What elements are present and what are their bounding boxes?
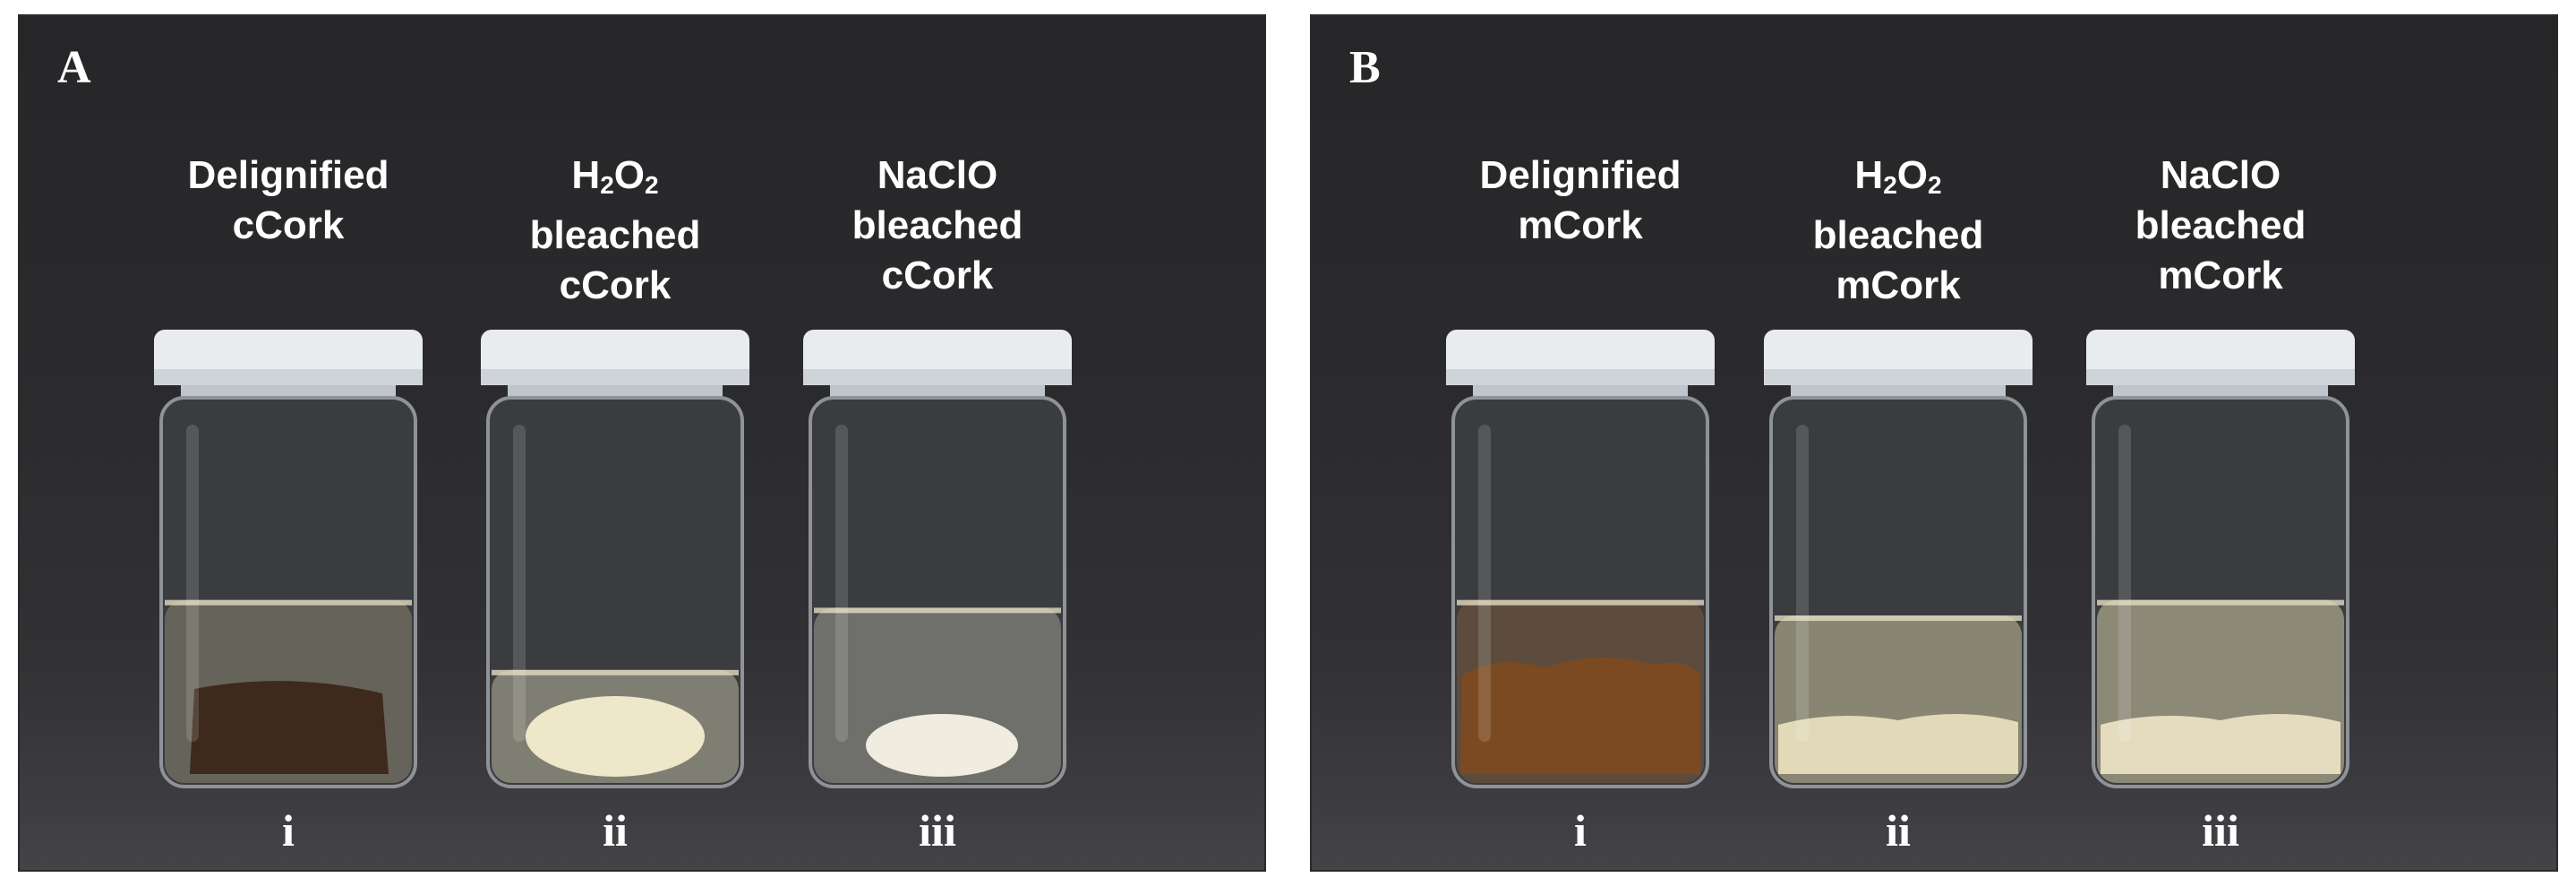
vial-label: Delignified mCork — [1410, 151, 1750, 251]
vial-label-line: H2O2 — [1854, 153, 1942, 199]
vial-numeral: iii — [919, 805, 956, 856]
vial-neck — [830, 385, 1045, 398]
vial-neck — [508, 385, 723, 398]
vial: Delignified mCork i — [1446, 151, 1715, 856]
vial-label-line: mCork — [1836, 263, 1961, 307]
vial: NaClO bleached mCork iii — [2086, 151, 2355, 856]
vial-cap-rim — [481, 369, 749, 385]
cork-sample — [1778, 713, 2018, 774]
vial-cap-rim — [154, 369, 423, 385]
vial-label-line: bleached — [529, 213, 701, 257]
vial-label: H2O2 bleached cCork — [445, 151, 785, 311]
vial-label-line: cCork — [559, 263, 672, 307]
vial: NaClO bleached cCork iii — [803, 151, 1072, 856]
cork-sample — [526, 696, 705, 777]
vial-neck — [181, 385, 396, 398]
vial-cap-rim — [1764, 369, 2033, 385]
vial-label-line: mCork — [1518, 203, 1643, 247]
vial-label: NaClO bleached mCork — [2050, 151, 2391, 301]
vial-illustration — [803, 330, 1072, 788]
panel-letter: A — [57, 42, 91, 93]
vial-label-line: H2O2 — [571, 153, 659, 199]
vial-label: Delignified cCork — [118, 151, 458, 251]
glass-highlight — [2118, 425, 2131, 742]
glass-highlight — [1478, 425, 1491, 742]
vial-cap-rim — [2086, 369, 2355, 385]
vial-illustration — [2086, 330, 2355, 788]
vial-label-line: bleached — [852, 203, 1023, 247]
liquid-meniscus — [165, 599, 412, 606]
panel-a: A Delignified cCork i H2O2 bleached cCork ii Na… — [18, 14, 1266, 872]
cork-sample — [2101, 713, 2341, 774]
vial-label-line: NaClO — [2160, 153, 2281, 197]
vial-label: H2O2 bleached mCork — [1728, 151, 2068, 311]
vial-label-line: bleached — [1812, 213, 1984, 257]
panel-letter: B — [1349, 42, 1381, 93]
vial-illustration — [1446, 330, 1715, 788]
vial: Delignified cCork i — [154, 151, 423, 856]
vial-label-line: NaClO — [877, 153, 998, 197]
vial-label: NaClO bleached cCork — [767, 151, 1108, 301]
liquid-meniscus — [1457, 599, 1704, 606]
liquid-meniscus — [2097, 599, 2344, 606]
glass-highlight — [513, 425, 526, 742]
vial-numeral: ii — [603, 805, 628, 856]
vial-illustration — [154, 330, 423, 788]
vial-neck — [1791, 385, 2006, 398]
vial-numeral: ii — [1886, 805, 1911, 856]
vial: H2O2 bleached cCork ii — [481, 151, 749, 856]
vial-cap-rim — [803, 369, 1072, 385]
vial-numeral: iii — [2202, 805, 2239, 856]
vial-neck — [2113, 385, 2328, 398]
panel-b: B Delignified mCork i H2O2 bleached mCork ii Na… — [1310, 14, 2558, 872]
vial-label-line: cCork — [881, 254, 994, 297]
vial-cap-rim — [1446, 369, 1715, 385]
vial-illustration — [481, 330, 749, 788]
cork-sample — [190, 681, 389, 774]
liquid-meniscus — [492, 669, 739, 675]
glass-highlight — [1796, 425, 1809, 742]
vial: H2O2 bleached mCork ii — [1764, 151, 2033, 856]
vial-label-line: Delignified — [1479, 153, 1682, 197]
liquid-meniscus — [814, 607, 1061, 614]
glass-highlight — [186, 425, 199, 742]
glass-highlight — [835, 425, 848, 742]
vial-label-line: mCork — [2158, 254, 2283, 297]
vial-neck — [1473, 385, 1688, 398]
cork-sample — [1460, 657, 1700, 774]
vial-label-line: cCork — [232, 203, 345, 247]
vial-numeral: i — [282, 805, 295, 856]
vial-label-line: bleached — [2135, 203, 2306, 247]
cork-sample — [866, 714, 1018, 777]
vial-numeral: i — [1574, 805, 1587, 856]
vial-illustration — [1764, 330, 2033, 788]
liquid-meniscus — [1775, 615, 2022, 622]
vial-label-line: Delignified — [187, 153, 389, 197]
